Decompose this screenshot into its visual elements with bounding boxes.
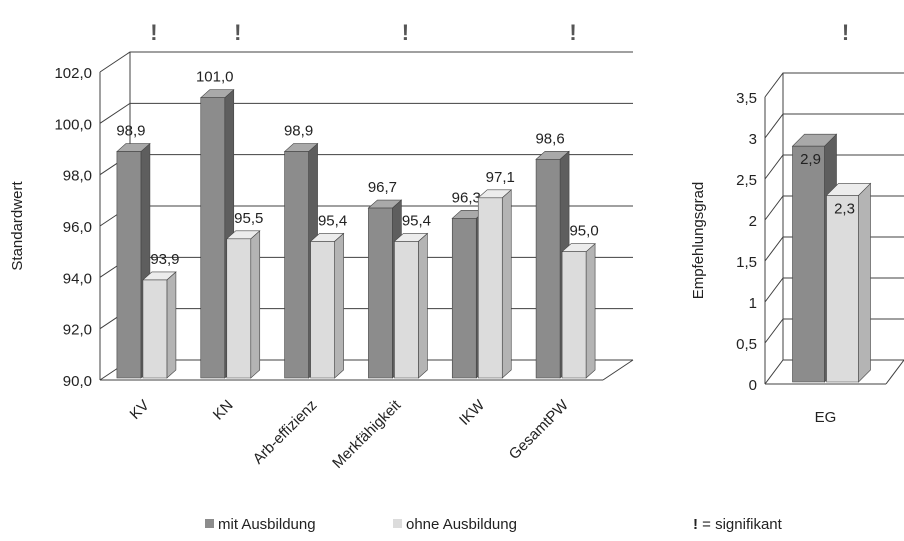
legend-swatch-ohne — [393, 519, 402, 528]
data-label-ohne: 97,1 — [486, 169, 515, 186]
x-tick-label: KN — [210, 397, 237, 424]
bar-mit — [368, 207, 393, 379]
y-tick-label: 96,0 — [63, 219, 92, 236]
gridline — [764, 72, 904, 98]
y-tick-label: 3 — [749, 131, 757, 148]
y-axis-label: Standardwert — [9, 181, 26, 271]
bar-side-ohne — [585, 242, 596, 379]
chart-empfehlungsgrad: 0 0,5 1 1,5 2 2,5 3 3,5 Empfehlungsgrad 2,9 2,3 EG! — [690, 20, 904, 426]
bar-ohne — [826, 195, 859, 383]
bar-ohne — [394, 241, 419, 379]
y-tick-label: 100,0 — [54, 116, 92, 133]
significance-mark: ! — [402, 20, 409, 45]
y-axis-label: Empfehlungsgrad — [690, 182, 707, 300]
x-tick-label: Arb-effizienz — [250, 397, 321, 468]
data-label-mit: 101,0 — [196, 69, 234, 86]
significance-mark: ! — [842, 20, 849, 45]
bar-side-ohne — [858, 182, 871, 383]
significance-mark: ! — [569, 20, 576, 45]
x-tick-label: IKW — [456, 396, 489, 429]
bar-side-ohne — [418, 232, 428, 379]
gridline — [99, 51, 633, 73]
bar-mit — [200, 97, 226, 379]
y-tick-label: 102,0 — [54, 65, 92, 82]
x-tick-label: EG — [815, 409, 837, 426]
data-label-mit: 2,9 — [800, 151, 821, 168]
bar-mit — [535, 158, 561, 379]
legend-label-ohne: ohne Ausbildung — [406, 516, 517, 533]
bar-ohne — [310, 241, 335, 379]
chart-standardwert: 90,0 92,0 94,0 96,0 98,0 100,0 102,0 Standardwe… — [9, 20, 634, 472]
data-label-ohne: 93,9 — [150, 251, 179, 268]
data-label-mit: 98,9 — [116, 123, 145, 140]
data-label-mit: 98,9 — [284, 123, 313, 140]
legend-item-significance: ! = signifikant — [693, 516, 782, 533]
bar-ohne — [142, 279, 168, 379]
bar-side-ohne — [166, 271, 177, 379]
legend-item-ohne: ohne Ausbildung — [393, 516, 517, 533]
data-label-ohne: 95,5 — [234, 210, 263, 227]
data-label-mit: 98,6 — [535, 130, 564, 147]
y-tick-label: 98,0 — [63, 168, 92, 185]
legend-sig-text: = signifikant — [698, 516, 782, 533]
y-tick-label: 0,5 — [736, 336, 757, 353]
y-tick-label: 1,5 — [736, 254, 757, 271]
y-tick-label: 2,5 — [736, 172, 757, 189]
bar-mit — [116, 151, 142, 379]
bar-mit — [284, 151, 309, 379]
x-tick-label: GesamtPW — [506, 396, 573, 463]
data-label-ohne: 95,0 — [569, 223, 598, 240]
data-label-ohne: 95,4 — [318, 212, 347, 229]
legend-item-mit: mit Ausbildung — [205, 516, 316, 533]
gridline — [99, 102, 633, 124]
legend-swatch-mit — [205, 519, 214, 528]
bar-side-ohne — [334, 232, 344, 379]
x-tick-label: Merkfähigkeit — [329, 396, 405, 472]
bar-mit — [451, 218, 477, 379]
bar-ohne — [561, 251, 587, 379]
bar-mit — [792, 145, 825, 383]
data-label-mit: 96,3 — [452, 189, 481, 206]
data-label-mit: 96,7 — [368, 179, 397, 196]
y-tick-label: 1 — [749, 295, 757, 312]
y-tick-label: 90,0 — [63, 373, 92, 390]
floor-side-edge — [885, 359, 904, 385]
y-tick-label: 92,0 — [63, 322, 92, 339]
significance-mark: ! — [150, 20, 157, 45]
floor-side-edge — [602, 359, 634, 381]
bar-side-ohne — [501, 189, 512, 379]
legend-sig-mark: ! — [693, 516, 698, 533]
y-tick-label: 2 — [749, 213, 757, 230]
y-tick-label: 94,0 — [63, 270, 92, 287]
bar-side-ohne — [250, 230, 261, 379]
bar-ohne — [477, 197, 503, 379]
y-tick-label: 3,5 — [736, 90, 757, 107]
significance-mark: ! — [234, 20, 241, 45]
x-tick-label: KV — [127, 397, 153, 423]
data-label-ohne: 95,4 — [402, 212, 431, 229]
data-label-ohne: 2,3 — [834, 200, 855, 217]
y-tick-label: 0 — [749, 377, 757, 394]
bar-ohne — [226, 238, 252, 379]
legend-label-mit: mit Ausbildung — [218, 516, 316, 533]
